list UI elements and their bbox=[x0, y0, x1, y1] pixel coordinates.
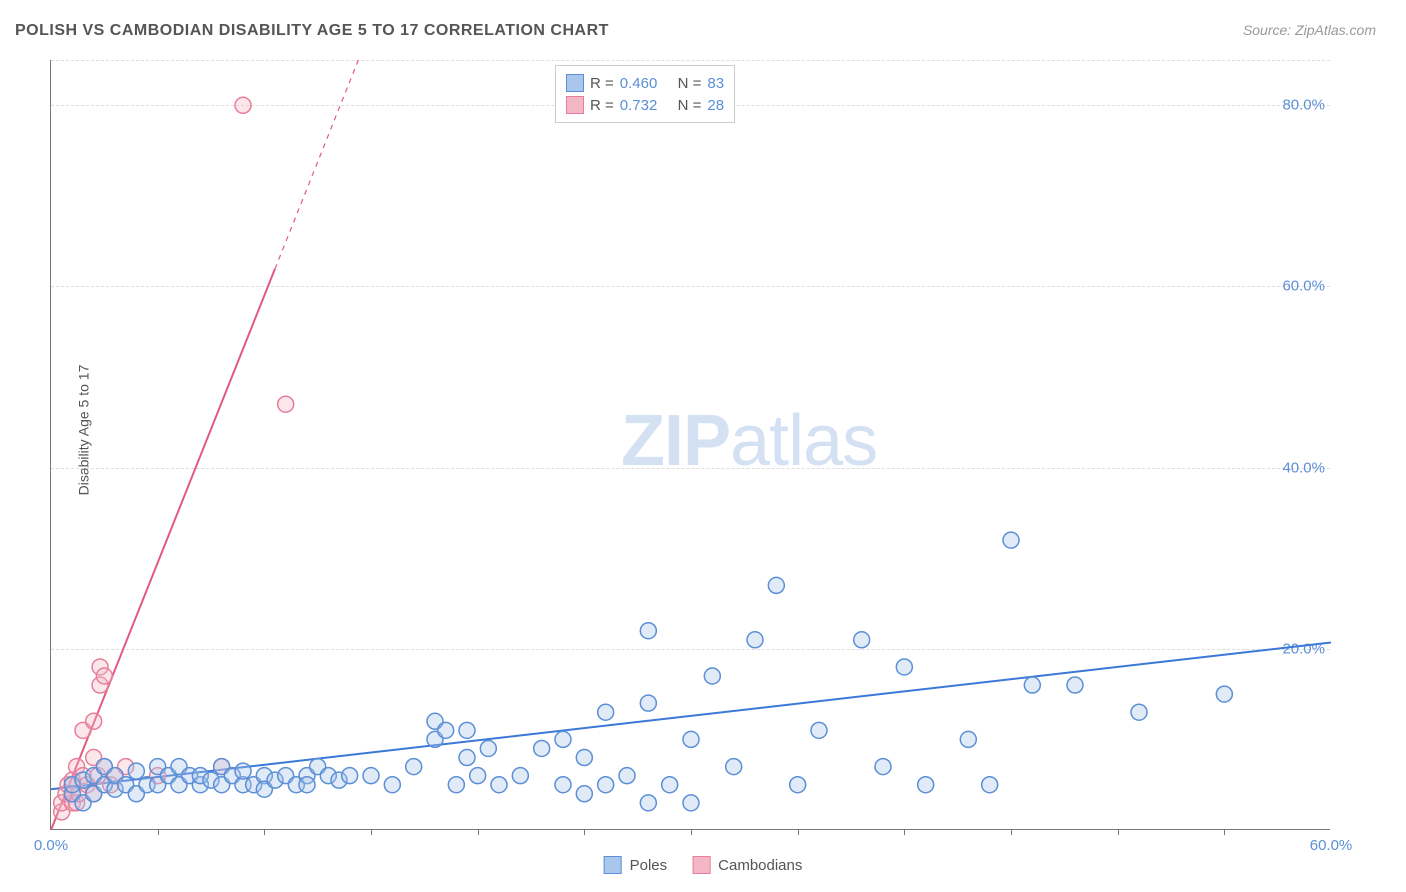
poles-point bbox=[683, 795, 699, 811]
poles-point bbox=[982, 777, 998, 793]
r-value-poles: 0.460 bbox=[620, 75, 658, 92]
poles-point bbox=[811, 722, 827, 738]
poles-point bbox=[128, 763, 144, 779]
cambodians-point bbox=[278, 396, 294, 412]
poles-point bbox=[704, 668, 720, 684]
stats-row-cambodians: R = 0.732 N = 28 bbox=[566, 94, 724, 116]
source-label: Source: ZipAtlas.com bbox=[1243, 22, 1376, 38]
poles-point bbox=[1131, 704, 1147, 720]
poles-point bbox=[459, 750, 475, 766]
poles-point bbox=[640, 695, 656, 711]
poles-point bbox=[448, 777, 464, 793]
poles-point bbox=[299, 777, 315, 793]
chart-title: POLISH VS CAMBODIAN DISABILITY AGE 5 TO … bbox=[15, 22, 609, 40]
stats-row-poles: R = 0.460 N = 83 bbox=[566, 72, 724, 94]
poles-point bbox=[438, 722, 454, 738]
legend-swatch-cambodians bbox=[692, 856, 710, 874]
legend-item-cambodians: Cambodians bbox=[692, 856, 802, 874]
poles-point bbox=[1067, 677, 1083, 693]
poles-point bbox=[768, 577, 784, 593]
poles-point bbox=[1216, 686, 1232, 702]
poles-point bbox=[1003, 532, 1019, 548]
bottom-legend: Poles Cambodians bbox=[604, 856, 803, 874]
trendline-dashed bbox=[275, 60, 358, 269]
legend-label-poles: Poles bbox=[630, 857, 668, 874]
poles-point bbox=[363, 768, 379, 784]
swatch-cambodians bbox=[566, 96, 584, 114]
poles-point bbox=[598, 777, 614, 793]
poles-point bbox=[747, 632, 763, 648]
poles-point bbox=[683, 731, 699, 747]
r-value-cambodians: 0.732 bbox=[620, 97, 658, 114]
n-label: N = bbox=[678, 97, 702, 114]
poles-point bbox=[576, 786, 592, 802]
r-label: R = bbox=[590, 75, 614, 92]
poles-point bbox=[640, 795, 656, 811]
poles-point bbox=[726, 759, 742, 775]
poles-point bbox=[512, 768, 528, 784]
legend-item-poles: Poles bbox=[604, 856, 668, 874]
poles-point bbox=[534, 740, 550, 756]
poles-point bbox=[384, 777, 400, 793]
svg-layer bbox=[51, 60, 1331, 830]
legend-label-cambodians: Cambodians bbox=[718, 857, 802, 874]
n-value-cambodians: 28 bbox=[707, 97, 724, 114]
r-label: R = bbox=[590, 97, 614, 114]
poles-point bbox=[640, 623, 656, 639]
poles-point bbox=[854, 632, 870, 648]
poles-point bbox=[960, 731, 976, 747]
poles-point bbox=[555, 731, 571, 747]
cambodians-point bbox=[96, 668, 112, 684]
cambodians-point bbox=[235, 97, 251, 113]
poles-point bbox=[470, 768, 486, 784]
x-tick-label: 60.0% bbox=[1310, 837, 1353, 854]
plot-area: ZIPatlas 20.0%40.0%60.0%80.0%0.0%60.0% bbox=[50, 60, 1330, 830]
poles-point bbox=[790, 777, 806, 793]
poles-point bbox=[1024, 677, 1040, 693]
poles-point bbox=[235, 763, 251, 779]
poles-point bbox=[896, 659, 912, 675]
poles-point bbox=[598, 704, 614, 720]
poles-point bbox=[555, 777, 571, 793]
legend-swatch-poles bbox=[604, 856, 622, 874]
poles-point bbox=[342, 768, 358, 784]
n-label: N = bbox=[678, 75, 702, 92]
poles-point bbox=[918, 777, 934, 793]
poles-point bbox=[576, 750, 592, 766]
trendline-solid bbox=[51, 269, 275, 830]
poles-point bbox=[875, 759, 891, 775]
n-value-poles: 83 bbox=[707, 75, 724, 92]
poles-point bbox=[491, 777, 507, 793]
x-tick-label: 0.0% bbox=[34, 837, 68, 854]
poles-point bbox=[406, 759, 422, 775]
poles-point bbox=[619, 768, 635, 784]
chart-container: POLISH VS CAMBODIAN DISABILITY AGE 5 TO … bbox=[0, 0, 1406, 892]
poles-point bbox=[662, 777, 678, 793]
poles-point bbox=[459, 722, 475, 738]
poles-point bbox=[480, 740, 496, 756]
stats-box: R = 0.460 N = 83 R = 0.732 N = 28 bbox=[555, 65, 735, 123]
cambodians-point bbox=[86, 713, 102, 729]
swatch-poles bbox=[566, 74, 584, 92]
